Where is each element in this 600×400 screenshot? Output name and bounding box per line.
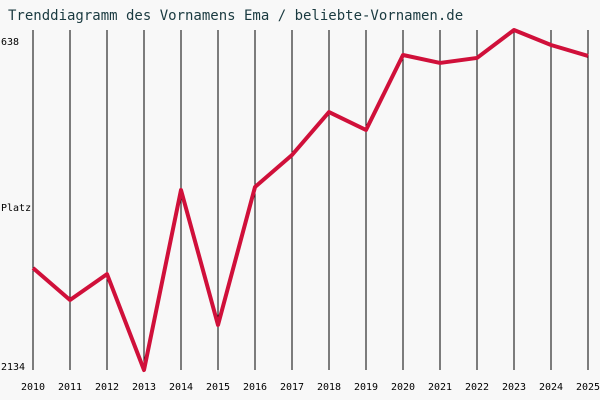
x-tick-label: 2019 [354,382,378,393]
y-tick-label: 638 [1,37,19,48]
line [31,28,589,372]
x-tick-label: 2024 [539,382,563,393]
x-tick-label: 2010 [21,382,45,393]
x-tick-label: 2017 [280,382,304,393]
x-tick-label: 2014 [169,382,193,393]
x-tick-label: 2020 [391,382,415,393]
x-tick-label: 2025 [576,382,600,393]
chart-title: Trenddiagramm des Vornamens Ema / belieb… [8,8,463,24]
x-tick-label: 2011 [58,382,82,393]
y-tick-label: 2134 [1,362,25,373]
x-tick-label: 2016 [243,382,267,393]
x-tick-label: 2023 [502,382,526,393]
x-tick-label: 2022 [465,382,489,393]
x-tick-label: 2012 [95,382,119,393]
x-tick-label: 2013 [132,382,156,393]
y-axis-label: Platz [1,203,31,214]
x-tick-label: 2018 [317,382,341,393]
x-tick-label: 2015 [206,382,230,393]
x-tick-label: 2021 [428,382,452,393]
